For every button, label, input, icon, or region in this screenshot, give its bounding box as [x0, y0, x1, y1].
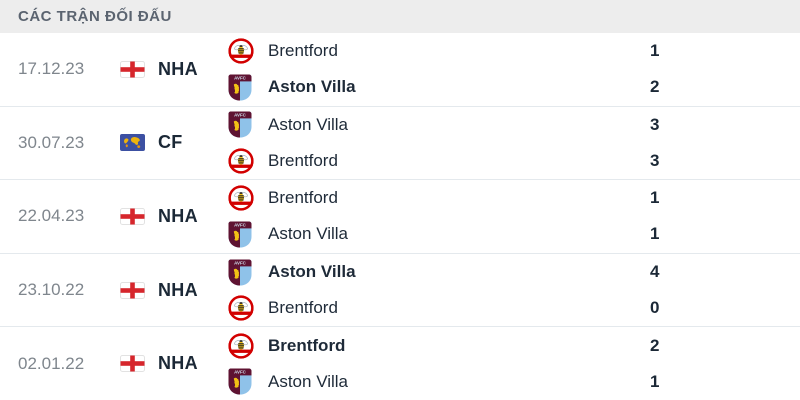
match-row: 22.04.23 NHA [0, 179, 800, 253]
team-score: 3 [650, 150, 660, 170]
competition: NHA [120, 353, 228, 374]
team-line: Brentford 1 [228, 185, 800, 212]
match-row: 23.10.22 NHA [0, 252, 800, 327]
team-name: Brentford [268, 188, 338, 208]
team-name: Brentford [268, 150, 338, 170]
team-lines: Brentford 1 AVFC [228, 185, 800, 248]
competition: NHA [120, 280, 228, 301]
team-score: 3 [650, 114, 660, 134]
team-line: Brentford 2 [228, 332, 800, 359]
match-row: 17.12.23 NHA [0, 33, 800, 106]
match-row: 30.07.23 CF [0, 105, 800, 180]
brentford-logo-icon [228, 295, 254, 322]
page-title: CÁC TRẬN ĐỐI ĐẤU [18, 8, 172, 25]
aston-villa-logo-icon: AVFC [228, 368, 254, 395]
team-line: Brentford 3 [228, 147, 800, 174]
brentford-logo-icon [228, 185, 254, 212]
header-bar: CÁC TRẬN ĐỐI ĐẤU [0, 0, 800, 33]
match-date: 23.10.22 [18, 280, 85, 300]
match-date: 22.04.23 [18, 206, 85, 226]
team-name: Brentford [268, 41, 338, 61]
team-score: 1 [650, 371, 660, 391]
match-row: 02.01.22 NHA [0, 326, 800, 400]
team-score: 1 [650, 224, 660, 244]
competition: CF [120, 132, 228, 153]
team-line: Brentford 0 [228, 295, 800, 322]
england-flag-icon [120, 355, 145, 373]
svg-text:AVFC: AVFC [234, 222, 246, 227]
brentford-logo-icon [228, 38, 254, 65]
team-name: Brentford [268, 335, 346, 355]
team-lines: AVFC Aston Villa 3 [228, 111, 800, 174]
aston-villa-logo-icon: AVFC [228, 259, 254, 286]
team-name: Aston Villa [268, 262, 356, 282]
svg-text:AVFC: AVFC [234, 260, 246, 265]
match-date: 30.07.23 [18, 132, 85, 152]
team-line: AVFC Aston Villa 3 [228, 111, 800, 138]
team-line: AVFC Aston Villa 2 [228, 74, 800, 101]
team-name: Aston Villa [268, 114, 349, 134]
team-score: 1 [650, 188, 660, 208]
competition-code: NHA [158, 205, 198, 226]
svg-text:AVFC: AVFC [234, 113, 246, 118]
aston-villa-logo-icon: AVFC [228, 111, 254, 138]
aston-villa-logo-icon: AVFC [228, 74, 254, 101]
team-lines: AVFC Aston Villa 4 [228, 259, 800, 322]
match-date: 17.12.23 [18, 59, 85, 79]
svg-text:AVFC: AVFC [234, 370, 246, 375]
competition-code: NHA [158, 279, 198, 300]
team-name: Brentford [268, 298, 338, 318]
team-score: 2 [650, 77, 660, 97]
world-flag-icon [120, 134, 145, 152]
competition: NHA [120, 59, 228, 80]
england-flag-icon [120, 281, 145, 299]
team-name: Aston Villa [268, 224, 349, 244]
competition-code: NHA [158, 353, 198, 374]
england-flag-icon [120, 60, 145, 78]
team-score: 0 [650, 298, 660, 318]
svg-text:AVFC: AVFC [234, 75, 246, 80]
competition-code: CF [158, 132, 183, 153]
team-line: AVFC Aston Villa 1 [228, 368, 800, 395]
competition-code: NHA [158, 58, 198, 79]
team-name: Aston Villa [268, 77, 356, 97]
team-lines: Brentford 1 AVFC [228, 38, 800, 101]
aston-villa-logo-icon: AVFC [228, 221, 254, 248]
brentford-logo-icon [228, 147, 254, 174]
england-flag-icon [120, 207, 145, 225]
competition: NHA [120, 206, 228, 227]
brentford-logo-icon [228, 332, 254, 359]
team-line: Brentford 1 [228, 38, 800, 65]
team-score: 1 [650, 41, 660, 61]
match-list: 17.12.23 NHA [0, 33, 800, 400]
team-score: 2 [650, 335, 660, 355]
team-lines: Brentford 2 AVFC [228, 332, 800, 395]
team-line: AVFC Aston Villa 4 [228, 259, 800, 286]
team-name: Aston Villa [268, 371, 349, 391]
match-date: 02.01.22 [18, 353, 85, 373]
team-score: 4 [650, 262, 660, 282]
team-line: AVFC Aston Villa 1 [228, 221, 800, 248]
